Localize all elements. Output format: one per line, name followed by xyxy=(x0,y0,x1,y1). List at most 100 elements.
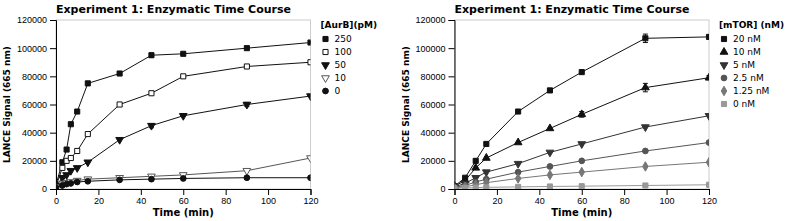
data-point xyxy=(546,124,554,131)
axis-line xyxy=(50,21,57,190)
tick: 40 xyxy=(136,189,146,206)
tick: 40000 xyxy=(420,128,454,138)
legend-title: [mTOR] (nM) xyxy=(719,20,784,30)
y-axis-title: LANCE Signal (665 nm) xyxy=(401,46,411,163)
data-point xyxy=(642,125,650,132)
tick: 100000 xyxy=(415,44,454,54)
tick-mark xyxy=(183,189,184,195)
data-point xyxy=(56,185,59,189)
error-bar-cap xyxy=(643,91,648,92)
data-point xyxy=(308,175,311,181)
legend: [mTOR] (nM)20 nM10 nM5 nM2.5 nM1.25 nM0 … xyxy=(719,20,784,109)
tick-mark xyxy=(50,48,56,49)
data-point xyxy=(243,168,251,175)
data-point xyxy=(149,176,155,182)
tick: 120000 xyxy=(415,15,454,25)
data-point xyxy=(515,174,520,183)
tick: 120 xyxy=(303,189,318,206)
data-point xyxy=(68,122,73,127)
legend-swatch xyxy=(720,48,728,55)
tick-label: 100 xyxy=(660,196,675,206)
legend-label: 5 nM xyxy=(733,60,755,70)
tick: 40000 xyxy=(22,128,56,138)
data-point xyxy=(705,114,709,121)
tick: 120000 xyxy=(17,15,56,25)
data-point xyxy=(180,176,186,182)
panel: 0204060801001200200004000060000800001000… xyxy=(2,3,377,218)
tick-mark xyxy=(449,133,455,134)
legend-item: 10 xyxy=(322,73,347,83)
data-point xyxy=(547,164,553,170)
plot-frame xyxy=(455,20,710,189)
figure: 0204060801001200200004000060000800001000… xyxy=(0,0,797,221)
data-point xyxy=(463,185,468,189)
tick: 20000 xyxy=(420,156,454,166)
tick-label: 0 xyxy=(440,184,445,194)
series-line xyxy=(455,78,710,186)
data-point xyxy=(85,132,90,137)
error-bar-cap xyxy=(643,42,648,43)
legend-item: 20 nM xyxy=(721,34,760,44)
tick-label: 80000 xyxy=(420,72,445,82)
tick-label: 120000 xyxy=(415,15,445,25)
data-point xyxy=(117,177,123,183)
tick-mark xyxy=(50,133,56,134)
tick: 100 xyxy=(261,189,276,206)
x-axis: 020406080100120 xyxy=(54,189,319,206)
legend-item: 2.5 nM xyxy=(721,73,764,83)
title: Experiment 1: Enzymatic Time Course xyxy=(56,3,291,16)
legend-swatch xyxy=(323,36,328,41)
legend-swatch xyxy=(322,76,330,83)
data-point xyxy=(74,179,80,185)
tick-mark xyxy=(449,20,455,21)
tick-label: 80000 xyxy=(22,72,47,82)
tick-label: 0 xyxy=(452,196,457,206)
tick-label: 20000 xyxy=(22,156,47,166)
data-point xyxy=(181,51,186,56)
x-axis: 020406080100120 xyxy=(452,189,717,206)
data-point xyxy=(68,155,73,160)
data-point xyxy=(117,102,122,107)
data-point xyxy=(117,71,122,76)
tick-mark xyxy=(226,189,227,195)
series-line xyxy=(455,37,710,186)
tick-label: 20 xyxy=(492,196,502,206)
data-point xyxy=(307,156,311,163)
legend-item: 5 nM xyxy=(720,60,755,70)
data-point xyxy=(179,114,187,121)
tick-mark xyxy=(449,189,455,190)
legend-label: 250 xyxy=(335,34,352,44)
series-line xyxy=(56,158,311,187)
title: Experiment 1: Enzymatic Time Course xyxy=(455,3,690,16)
tick-mark xyxy=(449,105,455,106)
data-point xyxy=(547,170,552,179)
legend-item: 0 xyxy=(323,86,341,96)
tick-label: 0 xyxy=(42,184,47,194)
tick: 60 xyxy=(577,189,587,206)
legend-item: 0 nM xyxy=(721,99,755,109)
data-point xyxy=(462,182,467,189)
panel: 0204060801001200200004000060000800001000… xyxy=(401,3,785,218)
y-axis: 020000400006000080000100000120000 xyxy=(415,15,455,194)
tick-mark xyxy=(50,189,56,190)
tick: 100000 xyxy=(17,44,56,54)
tick-mark xyxy=(50,76,56,77)
data-point xyxy=(579,158,585,164)
tick-label: 100 xyxy=(261,196,276,206)
data-point xyxy=(482,170,490,177)
data-point xyxy=(643,162,648,171)
data-point xyxy=(116,175,124,182)
error-bar xyxy=(149,53,154,57)
axis-line xyxy=(455,190,710,196)
tick-mark xyxy=(449,48,455,49)
series-line xyxy=(56,62,311,186)
tick-label: 0 xyxy=(54,196,59,206)
tick-label: 100000 xyxy=(415,44,445,54)
data-point xyxy=(706,182,709,187)
data-point xyxy=(578,142,586,149)
tick: 80000 xyxy=(420,72,454,82)
data-point xyxy=(84,160,92,167)
data-point xyxy=(473,180,478,189)
data-point xyxy=(73,166,81,173)
data-point xyxy=(244,46,249,51)
